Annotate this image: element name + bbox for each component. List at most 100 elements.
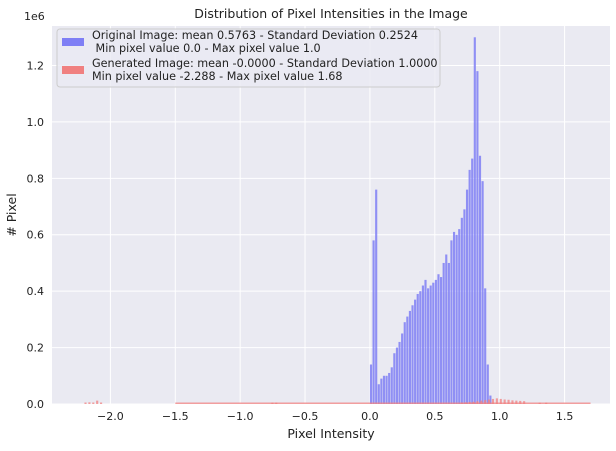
histogram-bar: [486, 364, 489, 404]
x-axis-label: Pixel Intensity: [287, 426, 375, 441]
y-axis-offset-label: 1e6: [24, 10, 45, 23]
x-axis-ticks: −2.0 −1.5 −1.0 −0.5 0.0 0.5 1.0 1.5: [97, 410, 573, 423]
histogram-bar: [385, 375, 388, 404]
histogram-bar: [445, 254, 448, 404]
histogram-bar: [460, 402, 463, 404]
histogram-bar: [393, 353, 396, 404]
x-tick-label: 1.5: [556, 410, 574, 423]
histogram-bar: [403, 322, 406, 404]
histogram-bar: [460, 217, 463, 404]
histogram-bar: [437, 274, 440, 404]
legend: Original Image: mean 0.5763 - Standard D…: [56, 28, 441, 88]
legend-text-line: Original Image: mean 0.5763 - Standard D…: [92, 29, 418, 42]
histogram-bar: [271, 402, 274, 404]
histogram-bar: [388, 372, 391, 404]
legend-text-line: Min pixel value 0.0 - Max pixel value 1.…: [92, 42, 321, 55]
histogram-bar: [473, 37, 476, 405]
plot-background: [52, 26, 610, 404]
histogram-bar: [489, 395, 492, 404]
histogram-bar: [447, 262, 450, 404]
histogram-bar: [491, 398, 495, 404]
histogram-bar: [416, 293, 419, 404]
x-tick-label: 0.0: [361, 410, 379, 423]
legend-label-generated: Generated Image: mean -0.0000 - Standard…: [92, 57, 438, 83]
histogram-bar: [458, 229, 461, 404]
y-tick-label: 1.2: [27, 59, 45, 72]
histogram-bar: [440, 277, 443, 404]
histogram-bar: [465, 189, 469, 404]
histogram-bar: [92, 402, 95, 404]
histogram-bar: [472, 401, 475, 404]
histogram-bar: [468, 402, 471, 404]
histogram-bar: [408, 310, 412, 404]
histogram-bar: [538, 402, 541, 404]
histogram-bar: [452, 231, 456, 404]
bars: [84, 37, 591, 405]
histogram-bar: [488, 399, 491, 404]
histogram-bar: [100, 402, 103, 404]
histogram-bar: [382, 375, 386, 404]
histogram-bar: [476, 71, 479, 404]
histogram-bar: [519, 400, 522, 404]
chart-title: Distribution of Pixel Intensities in the…: [194, 6, 468, 21]
x-tick-label: −1.5: [162, 410, 189, 423]
legend-text-line: Generated Image: mean -0.0000 - Standard…: [92, 57, 438, 70]
histogram-bar: [463, 209, 466, 404]
histogram-bar: [406, 316, 409, 404]
y-axis-label: # Pixel: [4, 193, 19, 236]
histogram-bar: [434, 279, 437, 404]
legend-swatch-generated: [62, 66, 84, 74]
x-tick-label: 1.0: [491, 410, 509, 423]
histogram-bar: [424, 279, 427, 404]
histogram-bar: [395, 347, 399, 404]
legend-label-original: Original Image: mean 0.5763 - Standard D…: [92, 29, 418, 55]
x-tick-label: 0.5: [426, 410, 444, 423]
histogram-bar: [432, 282, 435, 404]
histogram-bar: [369, 364, 373, 404]
histogram-bar: [476, 401, 479, 404]
histogram-bar: [495, 398, 498, 404]
histogram-bar: [545, 402, 548, 404]
histogram-bar: [429, 285, 432, 404]
histogram-bar: [464, 402, 467, 404]
y-tick-label: 0.2: [27, 342, 45, 355]
histogram-bar: [372, 240, 375, 404]
x-tick-label: −2.0: [97, 410, 124, 423]
histogram-bar: [401, 333, 404, 404]
histogram-bar: [484, 288, 487, 404]
legend-swatch-original: [62, 38, 84, 46]
legend-text-line: Min pixel value -2.288 - Max pixel value…: [92, 70, 343, 83]
y-axis-ticks: 0.0 0.2 0.4 0.6 0.8 1.0 1.2: [27, 59, 45, 411]
bar-baseline-1: [175, 402, 591, 404]
x-tick-label: −0.5: [292, 410, 319, 423]
histogram-bar: [455, 234, 458, 404]
histogram-bar: [442, 262, 445, 404]
y-tick-label: 0.0: [27, 398, 45, 411]
y-tick-label: 0.8: [27, 172, 45, 185]
histogram-bar: [478, 155, 482, 404]
histogram-bar: [481, 181, 484, 404]
histogram-bar: [511, 400, 514, 404]
histogram-bar: [421, 285, 424, 404]
histogram-bar: [414, 299, 417, 404]
histogram-bar: [377, 384, 380, 404]
histogram-bar: [84, 402, 87, 404]
histogram-bar: [499, 398, 502, 404]
histogram-bar: [468, 169, 471, 404]
y-tick-label: 0.4: [27, 285, 45, 298]
histogram-bar: [507, 399, 510, 404]
histogram-bar: [275, 402, 278, 404]
y-tick-label: 0.6: [27, 229, 45, 242]
histogram-bar: [523, 401, 526, 404]
histogram-bar: [480, 400, 483, 404]
legend-box: [56, 28, 441, 88]
histogram-bar: [484, 400, 487, 404]
y-tick-label: 1.0: [27, 116, 45, 129]
histogram-bar: [427, 288, 430, 404]
histogram-bar: [515, 400, 518, 404]
histogram-bar: [419, 291, 422, 404]
histogram-bar: [450, 240, 453, 404]
histogram-bar: [398, 341, 401, 404]
